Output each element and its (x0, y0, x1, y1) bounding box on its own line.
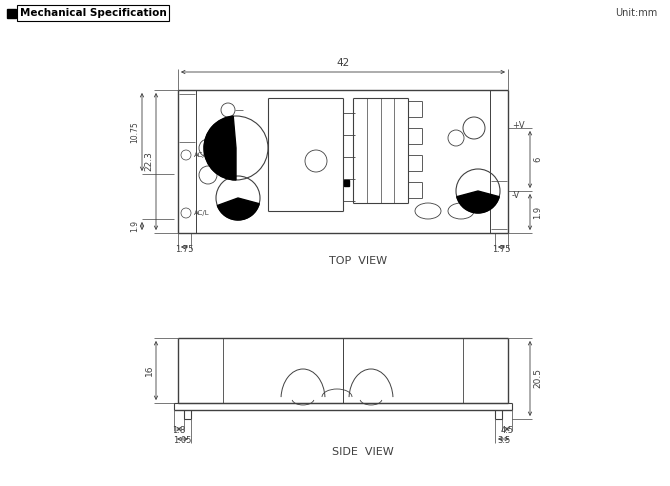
Text: 3.5: 3.5 (497, 436, 510, 445)
Text: FS1: FS1 (220, 140, 232, 146)
Wedge shape (457, 191, 499, 213)
Text: 10.75: 10.75 (131, 121, 139, 143)
Text: +V: +V (512, 122, 525, 131)
Text: -V: -V (512, 191, 520, 201)
Text: 22.3: 22.3 (145, 152, 153, 172)
Text: 1.05: 1.05 (174, 436, 192, 445)
Text: TOP  VIEW: TOP VIEW (329, 256, 387, 266)
Text: 1.9: 1.9 (533, 206, 543, 219)
Text: 6: 6 (533, 157, 543, 162)
Text: 42: 42 (336, 58, 350, 68)
Bar (344, 180, 349, 186)
Text: 20.5: 20.5 (533, 368, 543, 388)
Text: 1.8: 1.8 (172, 426, 186, 435)
Text: SIDE  VIEW: SIDE VIEW (332, 447, 394, 457)
Text: Mechanical Specification: Mechanical Specification (20, 8, 167, 18)
Text: 16: 16 (145, 365, 153, 376)
Text: 1.75: 1.75 (176, 245, 194, 254)
Text: AC/L: AC/L (194, 210, 210, 216)
Wedge shape (217, 198, 259, 220)
Text: Unit:mm: Unit:mm (615, 8, 657, 18)
Text: 1.75: 1.75 (492, 245, 511, 254)
Bar (7, 9, 16, 18)
Text: 1.9: 1.9 (131, 220, 139, 232)
Text: 4.5: 4.5 (500, 426, 514, 435)
Text: AC/N: AC/N (194, 152, 211, 158)
Wedge shape (204, 116, 236, 180)
